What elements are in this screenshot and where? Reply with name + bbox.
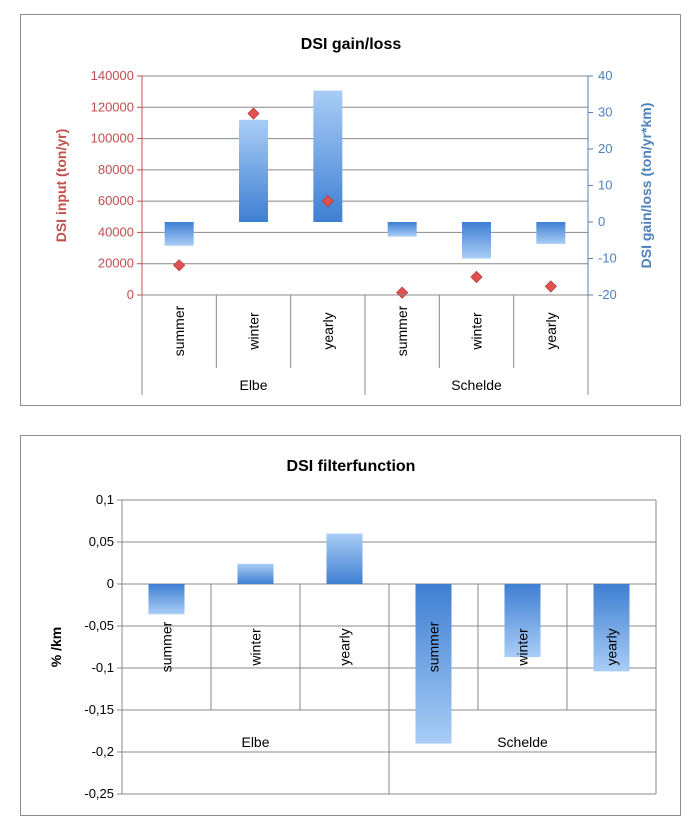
bar-summer: [148, 584, 185, 615]
chart-title: DSI filterfunction: [287, 458, 416, 475]
marker-winter: [247, 107, 260, 120]
bar-winter: [239, 119, 268, 222]
left-tick-label: 0: [127, 287, 134, 302]
right-tick-label: 20: [598, 141, 612, 156]
left-axis-title: DSI input (ton/yr): [53, 129, 69, 243]
right-tick-label: -10: [598, 251, 617, 266]
left-tick-label: 140000: [91, 68, 134, 83]
bar-yearly: [593, 584, 630, 672]
category-label: winter: [469, 312, 485, 351]
chart-dsi-gain-loss: DSI gain/loss 0 20000 40000 60000 80000 100000…: [20, 14, 681, 406]
category-label: yearly: [543, 312, 559, 349]
tick-label: -0,05: [84, 618, 114, 633]
group-label: Schelde: [497, 734, 548, 750]
right-tick-label: 0: [598, 214, 605, 229]
category-label: yearly: [604, 628, 620, 665]
category-label: winter: [246, 312, 262, 351]
tick-label: -0,1: [92, 660, 114, 675]
left-tick-label: 40000: [98, 224, 134, 239]
chart-2-svg: DSI filterfunction 0,1 0,05 0 -0,05 -0,1 -0,15…: [48, 458, 657, 801]
tick-label: -0,15: [84, 702, 114, 717]
left-tick-label: 100000: [91, 131, 134, 146]
left-tick-label: 20000: [98, 256, 134, 271]
marker-yearly: [544, 280, 557, 293]
category-label: summer: [171, 305, 187, 356]
left-tick-label: 60000: [98, 193, 134, 208]
bar-summer: [415, 584, 452, 744]
tick-label: 0,05: [89, 534, 114, 549]
category-label: summer: [159, 621, 175, 672]
bar-winter: [462, 222, 491, 259]
category-label: summer: [394, 305, 410, 356]
group-label: Schelde: [451, 377, 502, 393]
tick-label: -0,2: [92, 744, 114, 759]
left-tick-label: 120000: [91, 99, 134, 114]
tick-label: 0: [107, 576, 114, 591]
right-tick-label: -20: [598, 287, 617, 302]
right-axis-title: DSI gain/loss (ton/yr*km): [638, 103, 654, 269]
bar-winter: [504, 584, 541, 658]
category-label: yearly: [320, 312, 336, 349]
group-label: Elbe: [241, 734, 269, 750]
group-label: Elbe: [239, 377, 267, 393]
chart-1-svg: DSI gain/loss 0 20000 40000 60000 80000 100000…: [53, 36, 654, 395]
left-tick-label: 80000: [98, 162, 134, 177]
category-label: winter: [515, 628, 531, 667]
marker-summer: [173, 259, 186, 272]
bar-summer: [164, 222, 194, 246]
tick-label: 0,1: [96, 492, 114, 507]
chart-dsi-filterfunction: DSI filterfunction 0,1 0,05 0 -0,05 -0,1 -0,15…: [20, 435, 681, 816]
category-label: yearly: [337, 628, 353, 665]
marker-summer: [396, 286, 409, 299]
marker-winter: [470, 270, 483, 284]
bar-winter: [237, 563, 274, 584]
category-label: summer: [426, 621, 442, 672]
chart-title: DSI gain/loss: [301, 36, 402, 53]
y-axis-title: % /km: [48, 627, 64, 667]
category-label: winter: [248, 628, 264, 667]
bar-summer: [387, 222, 417, 237]
right-tick-label: 10: [598, 178, 612, 193]
tick-label: -0,25: [84, 786, 114, 801]
right-tick-label: 40: [598, 68, 612, 83]
bar-yearly: [326, 533, 363, 584]
right-tick-label: 30: [598, 105, 612, 120]
bar-yearly: [536, 222, 566, 244]
marker-yearly: [321, 195, 334, 208]
